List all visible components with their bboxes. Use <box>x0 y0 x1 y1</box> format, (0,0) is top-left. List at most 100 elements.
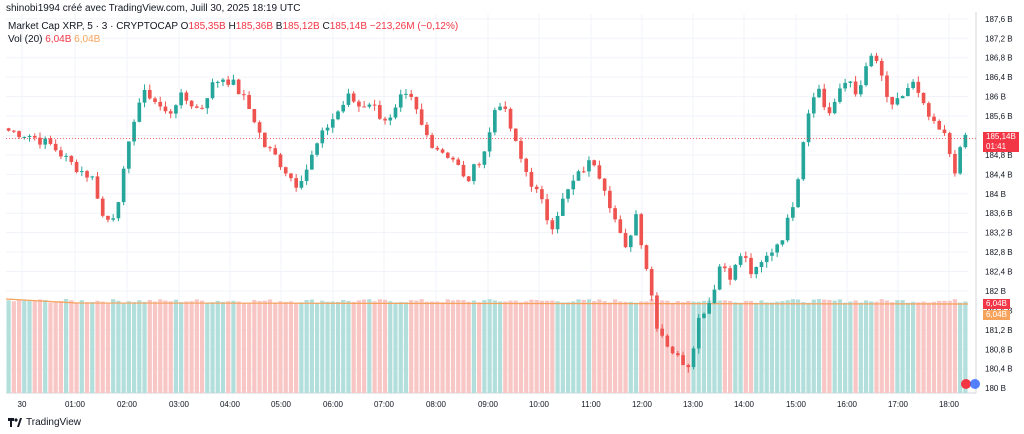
time-tick-label: 12:00 <box>632 400 653 409</box>
candle-body <box>775 244 779 253</box>
volume-legend-label[interactable]: Vol (20) <box>8 34 43 45</box>
candle-body <box>947 133 952 154</box>
volume-bar <box>105 302 111 393</box>
candle-body <box>953 153 957 174</box>
volume-bar <box>785 300 790 393</box>
candle-body <box>958 147 962 174</box>
volume-bar <box>194 299 199 393</box>
candle-body <box>822 88 827 108</box>
volume-bar <box>121 302 126 393</box>
candle-body <box>890 96 895 105</box>
candle-body <box>900 96 905 99</box>
tradingview-footer[interactable]: TradingView <box>8 417 81 428</box>
price-tick-label: 186 B <box>985 93 1006 102</box>
volume-bar <box>822 299 827 393</box>
time-tick-label: 06:00 <box>323 400 344 409</box>
candle-body <box>634 214 638 236</box>
candle-body <box>639 214 644 246</box>
volume-bar <box>931 301 937 393</box>
price-tick-label: 183,6 B <box>985 209 1013 218</box>
tradingview-brand: TradingView <box>26 417 82 428</box>
candle-body <box>116 202 121 219</box>
price-tick-label: 184,4 B <box>985 170 1013 179</box>
time-tick-label: 13:00 <box>683 400 704 409</box>
volume-bar <box>942 300 947 393</box>
time-tick-label: 02:00 <box>117 400 138 409</box>
candle-body <box>147 89 152 99</box>
candle-body <box>508 108 513 129</box>
candle-body <box>85 171 89 178</box>
volume-bar <box>701 300 707 393</box>
volume-bar <box>733 302 738 393</box>
volume-bar <box>607 302 612 393</box>
volume-bar <box>571 301 576 393</box>
candle-body <box>283 167 288 174</box>
volume-bar <box>184 301 189 393</box>
candle-body <box>785 217 790 241</box>
candle-body <box>6 128 11 131</box>
volume-bar <box>320 300 325 393</box>
candle-body <box>430 135 434 148</box>
volume-bar <box>759 300 764 393</box>
volume-bar <box>780 301 785 393</box>
volume-bar <box>728 300 733 393</box>
candle-body <box>670 346 675 354</box>
candle-body <box>712 289 717 304</box>
candle-body <box>759 262 764 268</box>
price-tick-label: 180 B <box>985 384 1006 393</box>
volume-bar <box>241 302 246 393</box>
candle-body <box>550 220 555 230</box>
candle-body <box>435 147 440 150</box>
candle-body <box>806 113 811 143</box>
candle-body <box>320 130 325 144</box>
legend-open-label: O <box>180 21 189 32</box>
candle-body <box>576 171 581 181</box>
volume-bar <box>445 299 450 393</box>
volume-bar <box>503 301 508 393</box>
legend-change: −213,26M (−0,12%) <box>369 21 459 32</box>
legend-high-value: 185,36B <box>235 21 273 32</box>
volume-bar <box>581 299 586 393</box>
volume-bar <box>351 301 356 393</box>
volume-bar <box>330 301 335 393</box>
candle-body <box>377 105 382 119</box>
time-tick-label: 10:00 <box>529 400 550 409</box>
candle-body <box>59 150 63 157</box>
candle-body <box>743 256 748 258</box>
candle-body <box>869 55 874 67</box>
candle-body <box>137 102 142 122</box>
volume-bar <box>403 302 409 393</box>
time-tick-label: 17:00 <box>888 400 909 409</box>
candle-body <box>618 219 623 233</box>
volume-bar <box>900 300 905 393</box>
volume-bar <box>199 300 205 393</box>
volume-bar <box>90 302 95 393</box>
volume-bar <box>304 300 309 393</box>
volume-bar <box>210 302 215 393</box>
price-tick-label: 181,2 B <box>985 326 1013 335</box>
volume-bar <box>267 299 273 393</box>
volume-bar <box>508 300 513 393</box>
candle-body <box>127 141 131 169</box>
legend-symbol[interactable]: Market Cap XRP, 5 · 3 · CRYPTOCAP <box>8 21 178 32</box>
candle-body <box>895 98 900 105</box>
volume-bar <box>273 302 278 393</box>
candle-body <box>252 109 257 123</box>
volume-bar <box>524 301 529 393</box>
chart-legend: Market Cap XRP, 5 · 3 · CRYPTOCAP O 185,3… <box>8 20 458 46</box>
volume-bar <box>43 300 48 393</box>
candle-body <box>723 266 727 269</box>
bar-countdown: 01:41 <box>986 142 1007 151</box>
volume-bar <box>717 300 722 393</box>
volume-bar <box>69 300 74 393</box>
candle-body <box>838 88 842 102</box>
candle-body <box>879 60 884 76</box>
candle-body <box>79 171 84 173</box>
candle-body <box>163 106 168 112</box>
candle-body <box>665 335 670 347</box>
settings-icon <box>970 379 980 389</box>
volume-bar <box>545 300 550 393</box>
candle-body <box>236 79 241 95</box>
time-tick-label: 03:00 <box>169 400 190 409</box>
